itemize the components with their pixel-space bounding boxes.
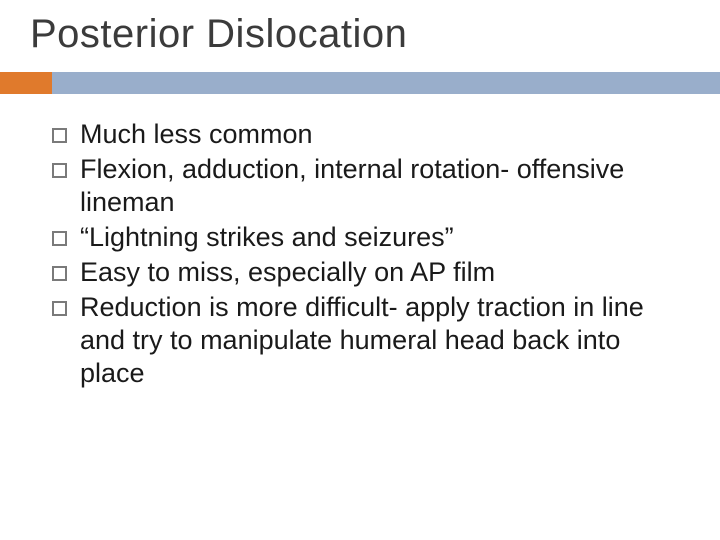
content-area: Much less common Flexion, adduction, int…: [46, 118, 680, 392]
slide-title: Posterior Dislocation: [30, 12, 407, 57]
list-item: Easy to miss, especially on AP film: [46, 256, 680, 289]
list-item: Flexion, adduction, internal rotation- o…: [46, 153, 680, 219]
divider-bar: [0, 72, 720, 94]
list-item: Reduction is more difficult- apply tract…: [46, 291, 680, 390]
slide: { "slide": { "title": "Posterior Disloca…: [0, 0, 720, 540]
list-item: “Lightning strikes and seizures”: [46, 221, 680, 254]
accent-orange: [0, 72, 52, 94]
accent-blue: [52, 72, 720, 94]
list-item: Much less common: [46, 118, 680, 151]
bullet-list: Much less common Flexion, adduction, int…: [46, 118, 680, 390]
